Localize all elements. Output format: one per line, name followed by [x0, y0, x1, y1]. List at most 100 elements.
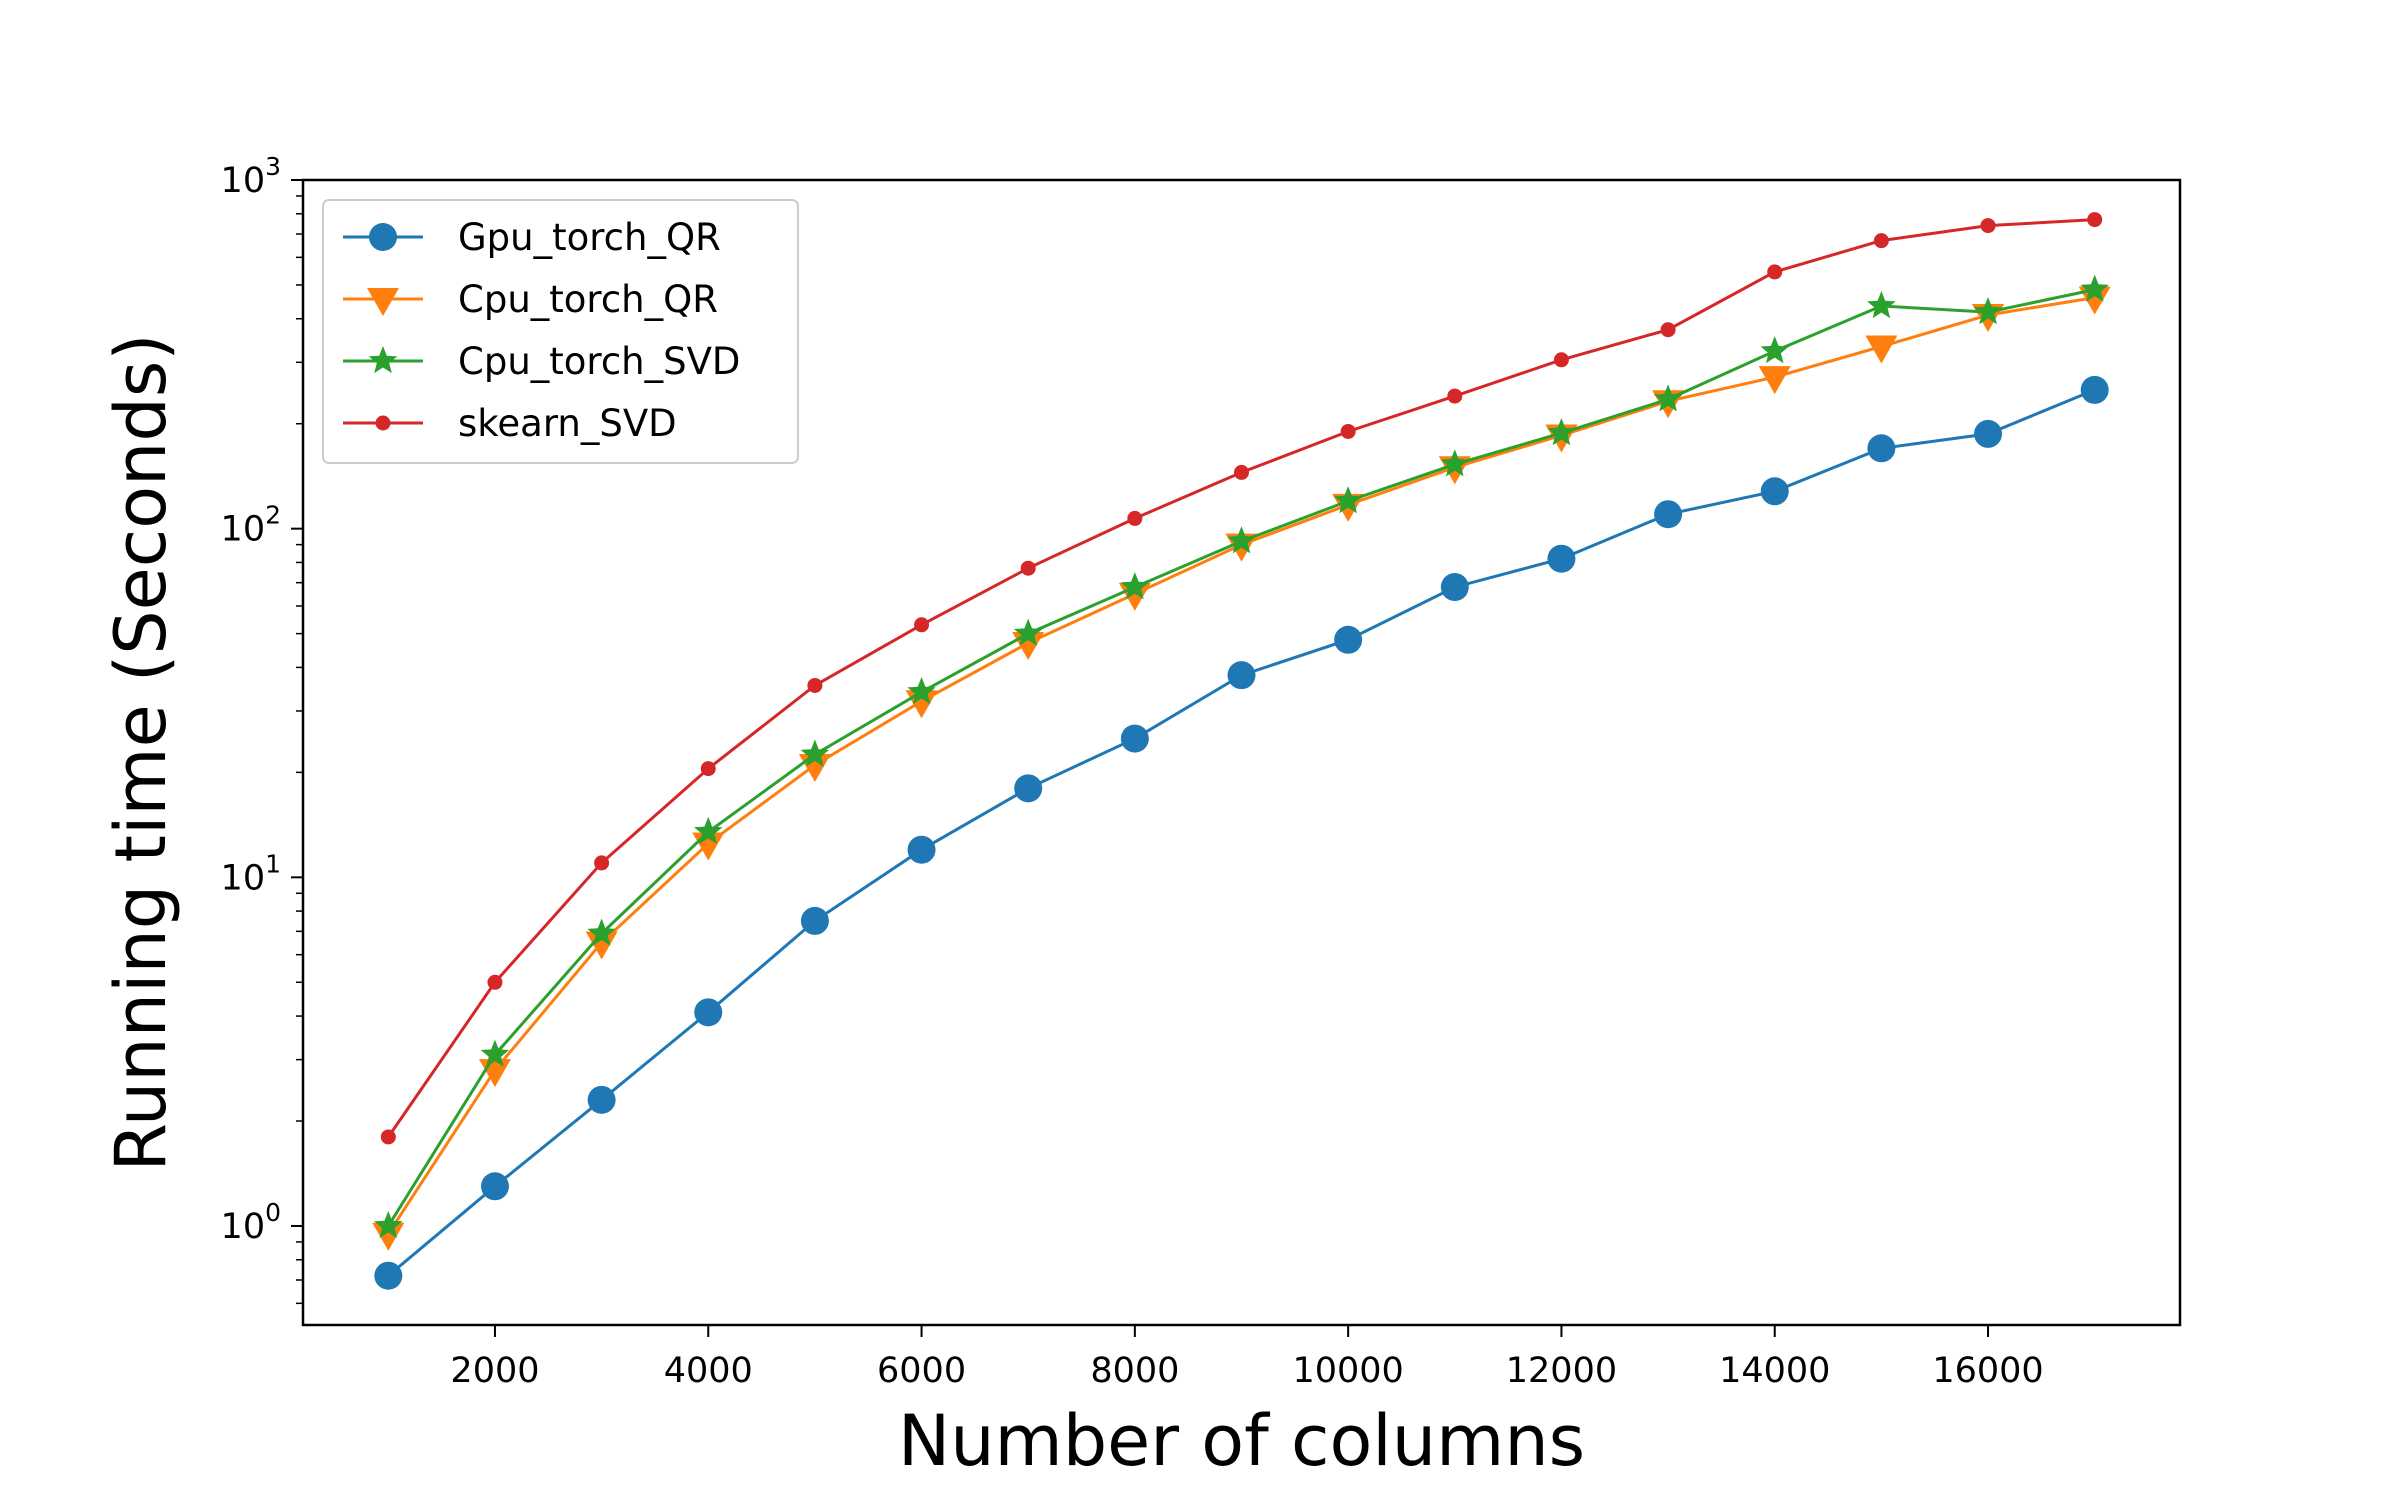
data-point	[907, 677, 936, 705]
data-point	[1867, 434, 1896, 463]
x-tick-label: 12000	[1506, 1351, 1617, 1391]
data-point	[1447, 388, 1463, 404]
data-point	[2078, 286, 2111, 315]
data-point	[1333, 486, 1363, 514]
data-point	[1020, 560, 1036, 576]
data-point	[1340, 423, 1356, 439]
data-point	[1440, 449, 1470, 477]
data-point	[1127, 510, 1143, 526]
data-point	[380, 1129, 396, 1145]
data-point	[1865, 335, 1898, 364]
legend-marker	[369, 223, 397, 251]
data-point	[1760, 477, 1789, 506]
legend-item: Gpu_torch_QR	[343, 216, 721, 259]
data-point	[1334, 625, 1363, 654]
data-point	[800, 739, 830, 767]
data-point	[1547, 544, 1576, 573]
data-point	[694, 998, 723, 1027]
x-axis-label: Number of columns	[898, 1400, 1585, 1482]
data-point	[1873, 233, 1889, 249]
data-point	[1760, 336, 1789, 364]
legend-label: Gpu_torch_QR	[458, 216, 721, 259]
data-point	[594, 855, 610, 871]
y-tick-exponent: 2	[265, 501, 281, 530]
legend-box	[322, 199, 799, 464]
data-point	[374, 1261, 403, 1290]
y-tick-exponent: 0	[265, 1198, 281, 1227]
x-tick-label: 14000	[1719, 1351, 1830, 1391]
legend-marker	[368, 346, 398, 374]
legend-marker	[367, 288, 399, 316]
data-point	[1974, 419, 2003, 448]
data-point	[694, 816, 723, 844]
y-tick-base: 10	[221, 161, 266, 201]
series-gpu-torch-qr	[374, 375, 2109, 1290]
x-tick-label: 10000	[1292, 1351, 1403, 1391]
legend-label: Cpu_torch_QR	[458, 278, 718, 321]
y-tick-base: 10	[221, 510, 266, 550]
data-point	[1014, 774, 1043, 803]
legend: Gpu_torch_QR Cpu_torch_QR Cpu_torch_SVDske…	[322, 199, 799, 464]
x-tick-label: 6000	[877, 1351, 966, 1391]
y-tick-exponent: 3	[265, 152, 281, 181]
legend-item: Cpu_torch_QR	[343, 278, 718, 321]
legend-label: skearn_SVD	[458, 402, 677, 445]
y-tick-base: 10	[221, 858, 266, 898]
data-point	[1553, 352, 1569, 368]
y-tick-exponent: 1	[265, 849, 281, 878]
data-point	[1767, 264, 1783, 280]
series-cpu-torch-svd	[374, 274, 2109, 1239]
x-tick-label: 16000	[1932, 1351, 2043, 1391]
y-tick-label: 101	[221, 849, 281, 898]
data-point	[1440, 573, 1469, 602]
x-axis: 2000 4000 6000 8000 10000 12000 14000 16000	[450, 1325, 2044, 1391]
data-point	[1227, 526, 1256, 554]
data-point	[1227, 661, 1256, 690]
data-point	[585, 931, 618, 960]
data-point	[1654, 500, 1683, 529]
data-point	[1758, 366, 1791, 395]
data-point	[1867, 291, 1896, 319]
data-point	[807, 677, 823, 693]
data-point	[700, 761, 716, 777]
y-tick-base: 10	[221, 1207, 266, 1247]
x-tick-label: 8000	[1090, 1351, 1179, 1391]
legend-item: skearn_SVD	[343, 402, 677, 445]
data-point	[2080, 375, 2109, 404]
data-point	[1013, 618, 1043, 646]
data-point	[914, 617, 930, 633]
data-point	[1120, 572, 1150, 600]
data-point	[1653, 384, 1683, 412]
data-point	[372, 1222, 405, 1251]
data-point	[487, 974, 503, 990]
series-line	[387, 388, 2096, 1277]
data-point	[1980, 218, 1996, 234]
series-layer	[372, 212, 2111, 1290]
legend-label: Cpu_torch_SVD	[458, 340, 740, 383]
data-point	[1660, 322, 1676, 338]
data-point	[1120, 724, 1149, 753]
series-skearn-svd	[380, 212, 2103, 1145]
data-point	[1973, 297, 2003, 325]
data-point	[587, 1085, 616, 1114]
y-axis-label: Running time (Seconds)	[100, 333, 182, 1171]
legend-item: Cpu_torch_SVD	[343, 340, 740, 383]
data-point	[907, 835, 936, 864]
data-point	[1234, 464, 1249, 480]
data-point	[2087, 212, 2103, 228]
y-tick-label: 103	[221, 152, 281, 201]
data-point	[587, 918, 616, 946]
data-point	[800, 906, 829, 935]
data-point	[1547, 418, 1576, 446]
plot-frame	[301, 178, 2182, 1327]
y-tick-label: 102	[221, 501, 281, 550]
x-tick-label: 2000	[450, 1351, 539, 1391]
data-point	[480, 1039, 510, 1067]
data-point	[2080, 274, 2109, 302]
legend-marker	[375, 415, 391, 431]
data-point	[374, 1211, 403, 1239]
data-point	[480, 1172, 509, 1201]
y-tick-label: 100	[221, 1198, 281, 1247]
